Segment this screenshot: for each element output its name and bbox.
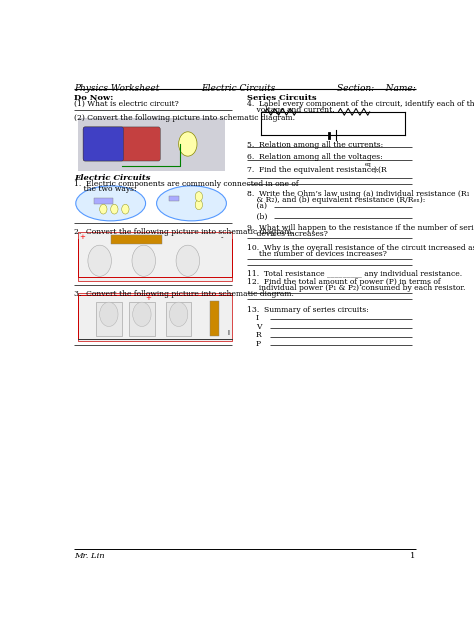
Text: Electric Circuits: Electric Circuits: [201, 83, 275, 93]
Text: the number of devices increases?: the number of devices increases?: [246, 250, 386, 258]
Bar: [210, 301, 219, 336]
Circle shape: [195, 200, 202, 210]
Text: 12.  Find the total amount of power (P) in terms of: 12. Find the total amount of power (P) i…: [246, 278, 440, 286]
Text: Section:    Name:: Section: Name:: [337, 83, 416, 93]
Bar: [166, 302, 191, 336]
Circle shape: [122, 204, 129, 214]
Text: 7.  Find the equivalent resistance (R: 7. Find the equivalent resistance (R: [246, 166, 386, 174]
Bar: [169, 195, 179, 202]
Text: (1) What is electric circuit?: (1) What is electric circuit?: [74, 100, 179, 108]
FancyBboxPatch shape: [83, 127, 124, 161]
Text: 6.  Relation among all the voltages:: 6. Relation among all the voltages:: [246, 153, 383, 161]
Text: voltage and current.: voltage and current.: [246, 106, 334, 114]
Text: 5.  Relation among all the currents:: 5. Relation among all the currents:: [246, 140, 383, 149]
Text: (2) Convert the following picture into schematic diagram.: (2) Convert the following picture into s…: [74, 114, 295, 122]
Text: 1: 1: [410, 552, 416, 560]
Text: +: +: [80, 234, 85, 240]
Text: the two ways:: the two ways:: [74, 185, 137, 193]
Bar: [129, 302, 155, 336]
Circle shape: [100, 204, 107, 214]
Text: 10.  Why is the overall resistance of the circuit increased as: 10. Why is the overall resistance of the…: [246, 244, 474, 252]
Text: P: P: [256, 340, 261, 348]
Circle shape: [179, 132, 197, 156]
Circle shape: [133, 302, 151, 327]
Circle shape: [100, 302, 118, 327]
Text: devices increases?: devices increases?: [246, 230, 328, 238]
Text: +: +: [146, 295, 152, 301]
Text: 2.  Convert the following picture into schematic diagram.: 2. Convert the following picture into sc…: [74, 228, 294, 236]
FancyBboxPatch shape: [83, 127, 160, 161]
Text: 4.  Label every component of the circuit, identify each of the: 4. Label every component of the circuit,…: [246, 100, 474, 108]
Text: 3.  Convert the following picture into schematic diagram.: 3. Convert the following picture into sc…: [74, 290, 294, 298]
Text: individual power (P₁ & P₂) consumed by each resistor.: individual power (P₁ & P₂) consumed by e…: [246, 284, 465, 291]
Circle shape: [169, 302, 188, 327]
Text: Physics Worksheet: Physics Worksheet: [74, 83, 159, 93]
Text: l: l: [227, 330, 229, 336]
Text: R: R: [256, 331, 262, 339]
Text: -: -: [221, 234, 223, 240]
Ellipse shape: [156, 186, 227, 221]
Text: (b): (b): [246, 213, 267, 221]
Text: Series Circuits: Series Circuits: [246, 94, 316, 102]
Bar: [78, 118, 225, 171]
Text: V: V: [256, 322, 261, 331]
Circle shape: [176, 245, 200, 276]
Bar: [78, 293, 232, 341]
Text: Do Now:: Do Now:: [74, 94, 113, 102]
Text: Electric Circuits: Electric Circuits: [74, 174, 150, 182]
Circle shape: [195, 191, 202, 202]
Ellipse shape: [76, 186, 146, 221]
Text: 11.  Total resistance _________ any individual resistance.: 11. Total resistance _________ any indiv…: [246, 270, 462, 279]
Bar: [96, 302, 122, 336]
Text: Mr. Lin: Mr. Lin: [74, 552, 105, 560]
Circle shape: [88, 245, 111, 276]
Circle shape: [132, 245, 155, 276]
Bar: [78, 231, 232, 281]
Text: eq: eq: [365, 162, 372, 167]
Text: 13.  Summary of series circuits:: 13. Summary of series circuits:: [246, 305, 368, 313]
Bar: [94, 198, 112, 204]
Bar: [110, 236, 162, 244]
Text: ):: ):: [374, 166, 379, 174]
Text: & R₂), and (b) equivalent resistance (R/Rₑₙ):: & R₂), and (b) equivalent resistance (R/…: [246, 195, 425, 204]
Text: I: I: [256, 314, 259, 322]
Text: (a): (a): [246, 202, 266, 210]
Circle shape: [110, 204, 118, 214]
Text: 9.  What will happen to the resistance if the number of series: 9. What will happen to the resistance if…: [246, 224, 474, 233]
Text: 1.  Electric components are commonly connected in one of: 1. Electric components are commonly conn…: [74, 180, 299, 188]
Text: 8.  Write the Ohm’s law using (a) individual resistance (R₁: 8. Write the Ohm’s law using (a) individ…: [246, 190, 469, 198]
